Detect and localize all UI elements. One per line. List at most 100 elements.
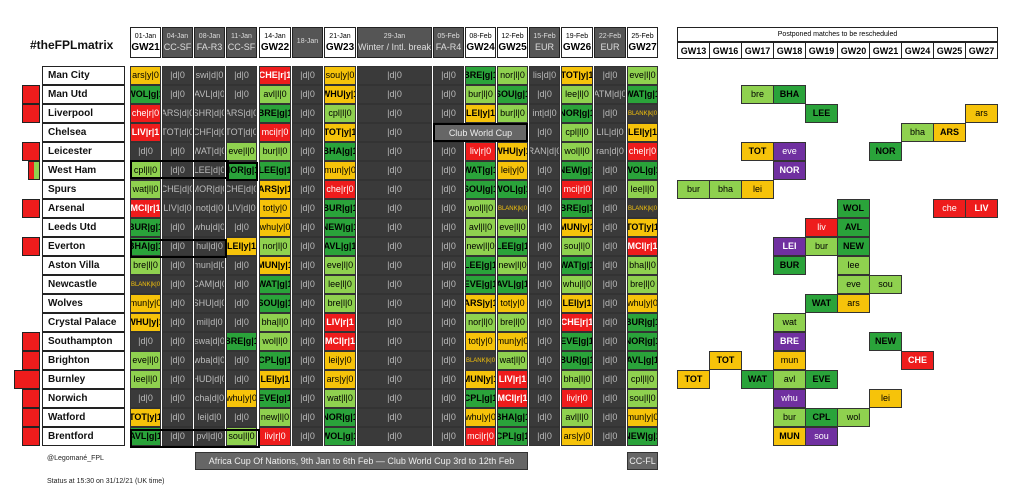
fixture-cell: |d|0 — [594, 218, 626, 237]
fixture-cell: |d|0 — [357, 85, 432, 104]
postponed-fixture: CPL — [805, 408, 838, 427]
team-marker — [22, 427, 40, 446]
fixture-cell: CHE|r|1 — [561, 313, 593, 332]
fixture-cell: TOT|y|1 — [561, 66, 593, 85]
postponed-fixture: ars — [837, 294, 870, 313]
postponed-fixture: WAT — [805, 294, 838, 313]
gameweek-header: 19-Feb GW26 — [561, 27, 593, 58]
fixture-cell: WAT|g|1 — [627, 85, 658, 104]
postponed-fixture: CHE — [901, 351, 934, 370]
fixture-cell: int|d|0 — [529, 104, 560, 123]
fixture-cell: ARS|y|1 — [465, 294, 496, 313]
fixture-cell: EVE|g|1 — [561, 332, 593, 351]
fixture-cell: |d|0 — [292, 142, 323, 161]
fixture-cell: |d|0 — [594, 180, 626, 199]
fixture-cell: |d|0 — [130, 142, 161, 161]
fixture-cell: liv|r|0 — [259, 427, 291, 446]
postponed-fixture: lei — [869, 389, 902, 408]
postponed-fixture: AVL — [837, 218, 870, 237]
team-name: Everton — [42, 237, 125, 256]
fixture-cell: |d|0 — [357, 180, 432, 199]
fixture-cell: |d|0 — [594, 256, 626, 275]
fixture-cell: SOU|g|1 — [259, 294, 291, 313]
fixture-cell: |d|0 — [433, 104, 464, 123]
postponed-fixture: BHA — [773, 85, 806, 104]
gameweek-header: 12-Feb GW25 — [497, 27, 528, 58]
fixture-cell: |d|0 — [292, 275, 323, 294]
team-marker — [22, 237, 40, 256]
fixture-cell: ars|y|0 — [324, 370, 356, 389]
fixture-cell: whu|y|0 — [627, 294, 658, 313]
fixture-cell: |d|0 — [357, 104, 432, 123]
gameweek-label: GW24 — [466, 41, 495, 53]
gameweek-label: CC-SF — [227, 42, 256, 52]
fixture-cell: lei|y|0 — [324, 351, 356, 370]
postponed-fixture: sou — [869, 275, 902, 294]
team-marker — [22, 389, 40, 408]
fixture-cell: lee|l|0 — [324, 275, 356, 294]
fixture-cell: |d|0 — [226, 351, 257, 370]
fixture-cell: |d|0 — [594, 332, 626, 351]
fixture-cell: |d|0 — [594, 199, 626, 218]
team-name: Leeds Utd — [42, 218, 125, 237]
fixture-cell: lei|d|0 — [194, 408, 225, 427]
gameweek-header: 08-Jan FA-R3 — [194, 27, 225, 58]
postponed-fixture: NOR — [773, 161, 806, 180]
fixture-cell: SHR|d|0 — [194, 104, 225, 123]
fixture-cell: WOL|g|1 — [497, 180, 528, 199]
fixture-cell: |d|0 — [130, 389, 161, 408]
fixture-cell: |d|0 — [162, 313, 193, 332]
fixture-cell: |d|0 — [292, 161, 323, 180]
fixture-cell: cpl|l|0 — [324, 104, 356, 123]
team-name: Southampton — [42, 332, 125, 351]
fixture-cell: mun|d|0 — [194, 256, 225, 275]
fixture-cell: |d|0 — [162, 218, 193, 237]
fixture-cell: WAT|g|1 — [561, 256, 593, 275]
gameweek-date: 21-Jan — [329, 32, 351, 40]
fixture-cell: liv|r|0 — [465, 142, 496, 161]
postponed-fixture: TOT — [677, 370, 710, 389]
fixture-cell: BHA|g|1 — [130, 237, 161, 256]
postponed-gw-header: GW18 — [773, 42, 806, 59]
fixture-cell: TOT|d|0 — [162, 123, 193, 142]
fixture-cell: LIV|r|1 — [130, 123, 161, 142]
gameweek-header: 25-Feb GW27 — [627, 27, 658, 58]
fixture-cell: BUR|g|1 — [627, 313, 658, 332]
fixture-cell: RAN|d|0 — [529, 142, 560, 161]
fixture-cell: AVL|g|1 — [497, 275, 528, 294]
gameweek-header: 15-Feb EUR — [529, 27, 560, 58]
fixture-cell: NEW|g|1 — [627, 427, 658, 446]
status-text: Status at 15:30 on 31/12/21 (UK time) — [47, 478, 165, 485]
fixture-cell: SOU|g|1 — [497, 85, 528, 104]
postponed-gw-header: GW20 — [837, 42, 870, 59]
fixture-cell: bre|l|0 — [627, 275, 658, 294]
fixture-cell: |d|0 — [292, 218, 323, 237]
postponed-fixture: WOL — [837, 199, 870, 218]
fixture-cell: cha|d|0 — [194, 389, 225, 408]
fixture-cell: liv|r|0 — [561, 389, 593, 408]
fixture-cell: |d|0 — [357, 275, 432, 294]
fixture-cell: |d|0 — [529, 332, 560, 351]
fixture-cell: |d|0 — [529, 427, 560, 446]
fixture-cell: |d|0 — [162, 275, 193, 294]
fixture-cell: |d|0 — [357, 351, 432, 370]
fixture-cell: |d|0 — [162, 389, 193, 408]
fixture-cell: mun|y|0 — [627, 408, 658, 427]
fixture-cell: eve|l|0 — [324, 256, 356, 275]
gameweek-label: FA-R4 — [435, 42, 462, 52]
fixture-cell: mci|r|0 — [465, 427, 496, 446]
fixture-cell: LIV|r|1 — [324, 313, 356, 332]
fixture-cell: |d|0 — [292, 123, 323, 142]
gameweek-header: 01-Jan GW21 — [130, 27, 161, 58]
postponed-fixture: eve — [837, 275, 870, 294]
fixture-cell: |d|0 — [292, 66, 323, 85]
credit-text: @Legomané_FPL — [47, 455, 104, 462]
fixture-cell: |d|0 — [292, 199, 323, 218]
fixture-cell: |d|0 — [162, 85, 193, 104]
fixture-cell: whu|y|0 — [259, 218, 291, 237]
fixture-cell: |d|0 — [292, 237, 323, 256]
fixture-cell: TOT|y|1 — [627, 218, 658, 237]
fixture-cell: MCI|r|1 — [627, 237, 658, 256]
team-name: Brentford — [42, 427, 125, 446]
fixture-cell: EVE|g|1 — [259, 389, 291, 408]
